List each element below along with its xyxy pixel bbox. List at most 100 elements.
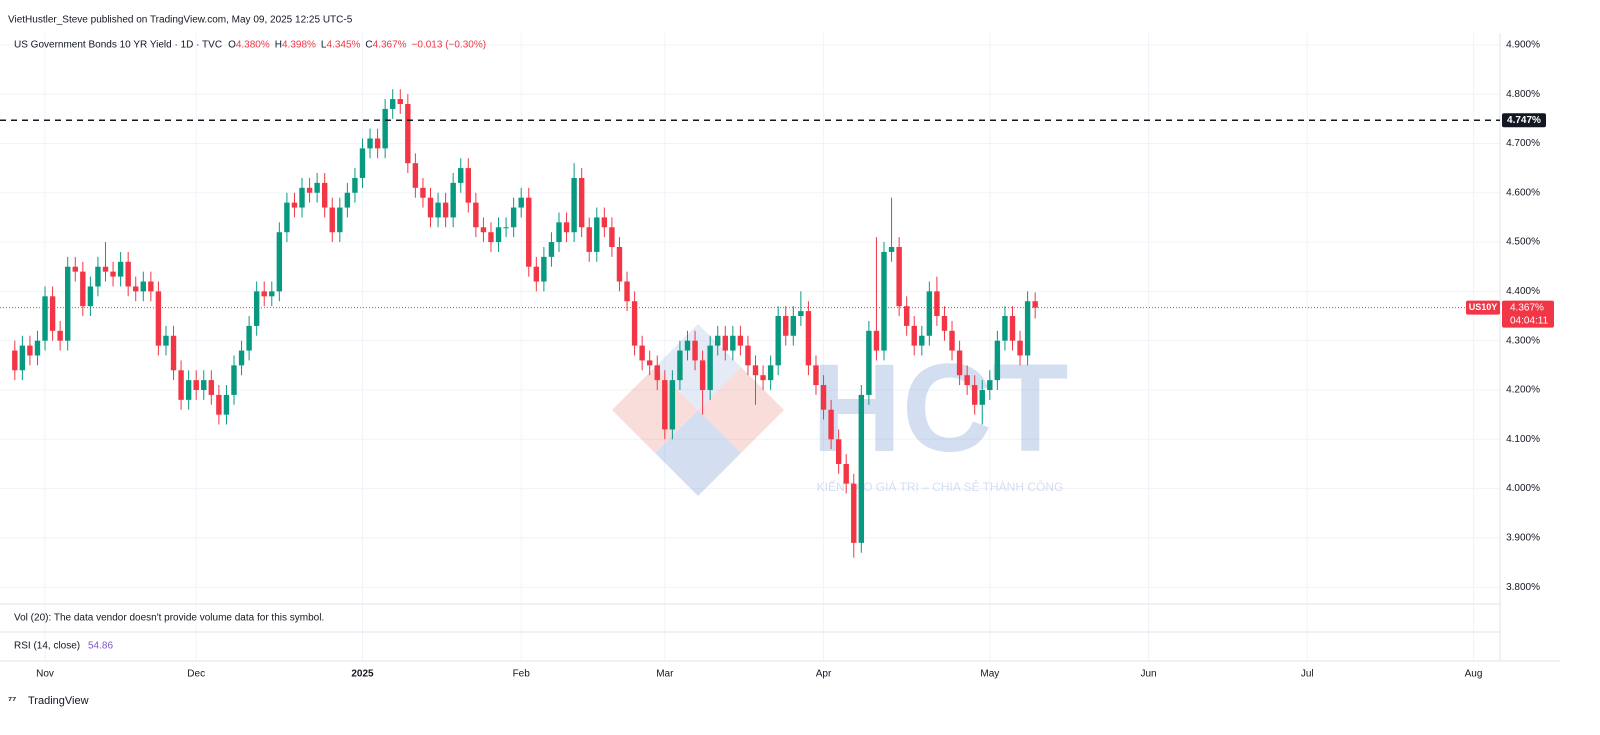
candle-body [352, 177, 358, 193]
candle-body [805, 311, 812, 366]
candle-body [987, 380, 993, 390]
candle-body [828, 409, 834, 440]
candle-body [269, 291, 275, 297]
x-tick-label: Nov [36, 669, 54, 680]
candle-body [95, 266, 101, 287]
y-tick-label: 4.700% [1506, 138, 1540, 149]
candle-body [956, 350, 963, 376]
candle-body [57, 330, 63, 341]
ohlc-key: O [228, 40, 236, 51]
candle-body [306, 187, 313, 193]
candle-body [42, 296, 48, 341]
candle-body [427, 197, 434, 218]
candle-body [34, 340, 41, 356]
watermark-slogan: KIẾN TẠO GIÁ TRỊ – CHIA SẺ THÀNH CÔNG [817, 479, 1064, 494]
logo-diamond [655, 410, 741, 496]
candle-body [450, 182, 456, 218]
candle-body [767, 365, 774, 381]
y-tick-label: 4.300% [1506, 335, 1540, 346]
candle-body [359, 148, 366, 178]
candle-body [1017, 340, 1023, 356]
candles [12, 89, 1038, 558]
candle-body [510, 207, 517, 228]
candle-body [473, 202, 479, 228]
candle-body [760, 375, 766, 381]
y-tick-label: 4.100% [1506, 434, 1540, 445]
candle-body [163, 335, 169, 346]
candle-body [1024, 301, 1031, 356]
ohlc-value: 4.367% [373, 40, 407, 51]
candle-body [412, 163, 419, 188]
candle-body [344, 192, 351, 208]
candle-body [639, 345, 645, 361]
candle-body [903, 306, 910, 326]
candle-body [979, 389, 985, 405]
candle-body [669, 380, 676, 430]
publisher: VietHustler_Steve published on TradingVi… [8, 15, 353, 26]
candle-body [480, 227, 487, 233]
legend: US Government Bonds 10 YR Yield · 1D · T… [14, 40, 486, 51]
candle-body [495, 227, 502, 243]
candle-body [594, 217, 600, 252]
candle-body [926, 291, 933, 336]
candle-body [223, 394, 230, 415]
candle-body [518, 197, 524, 208]
candle-body [934, 291, 940, 317]
y-tick-label: 4.400% [1506, 286, 1540, 297]
candle-body [382, 108, 388, 149]
candle-body [488, 232, 494, 243]
candle-body [730, 335, 736, 351]
candle-body [571, 177, 577, 233]
x-tick-label: Apr [816, 669, 832, 680]
candle-body [586, 227, 592, 252]
y-tick-label: 4.000% [1506, 483, 1540, 494]
candle-body [246, 325, 252, 351]
x-tick-label: Jun [1140, 669, 1156, 680]
ohlc-key: L [321, 40, 327, 51]
candle-body [140, 281, 146, 292]
candle-body [329, 207, 335, 233]
y-tick-label: 3.900% [1506, 533, 1540, 544]
candle-body [745, 345, 751, 366]
candle-body [238, 350, 245, 366]
candle-body [526, 197, 532, 267]
ohlc-key: H [275, 40, 282, 51]
candle-body [299, 187, 305, 208]
candle-body [609, 227, 615, 247]
ohlc-key: C [365, 40, 372, 51]
candle-body [65, 266, 71, 341]
ohlc-value: 4.398% [282, 40, 316, 51]
candle-body [556, 222, 562, 243]
candle-body [458, 168, 464, 183]
candle-body [752, 365, 759, 376]
candle-body [72, 266, 78, 272]
candle-body [972, 385, 978, 405]
candle-body [896, 246, 902, 307]
candle-body [949, 330, 955, 351]
x-tick-label: Aug [1465, 669, 1483, 680]
candle-body [102, 266, 109, 272]
candle-body [87, 286, 94, 307]
candle-body [775, 316, 781, 366]
candle-body [367, 138, 373, 149]
x-tick-label: Jul [1301, 669, 1314, 680]
candle-body [692, 340, 698, 361]
candle-body [374, 138, 381, 149]
candle-body [276, 232, 283, 292]
candle-body [110, 271, 116, 277]
candle-body [261, 291, 267, 297]
candle-body [80, 271, 86, 307]
rsi-value: 54.86 [88, 641, 113, 652]
price-tag [1502, 300, 1554, 328]
candle-body [284, 202, 290, 233]
candle-body [563, 222, 570, 233]
candle-body [994, 340, 1001, 381]
candle-body [616, 246, 623, 282]
candle-body [783, 316, 789, 336]
logo-diamond [698, 367, 784, 453]
candle-body [231, 365, 237, 395]
candle-body [888, 246, 895, 252]
